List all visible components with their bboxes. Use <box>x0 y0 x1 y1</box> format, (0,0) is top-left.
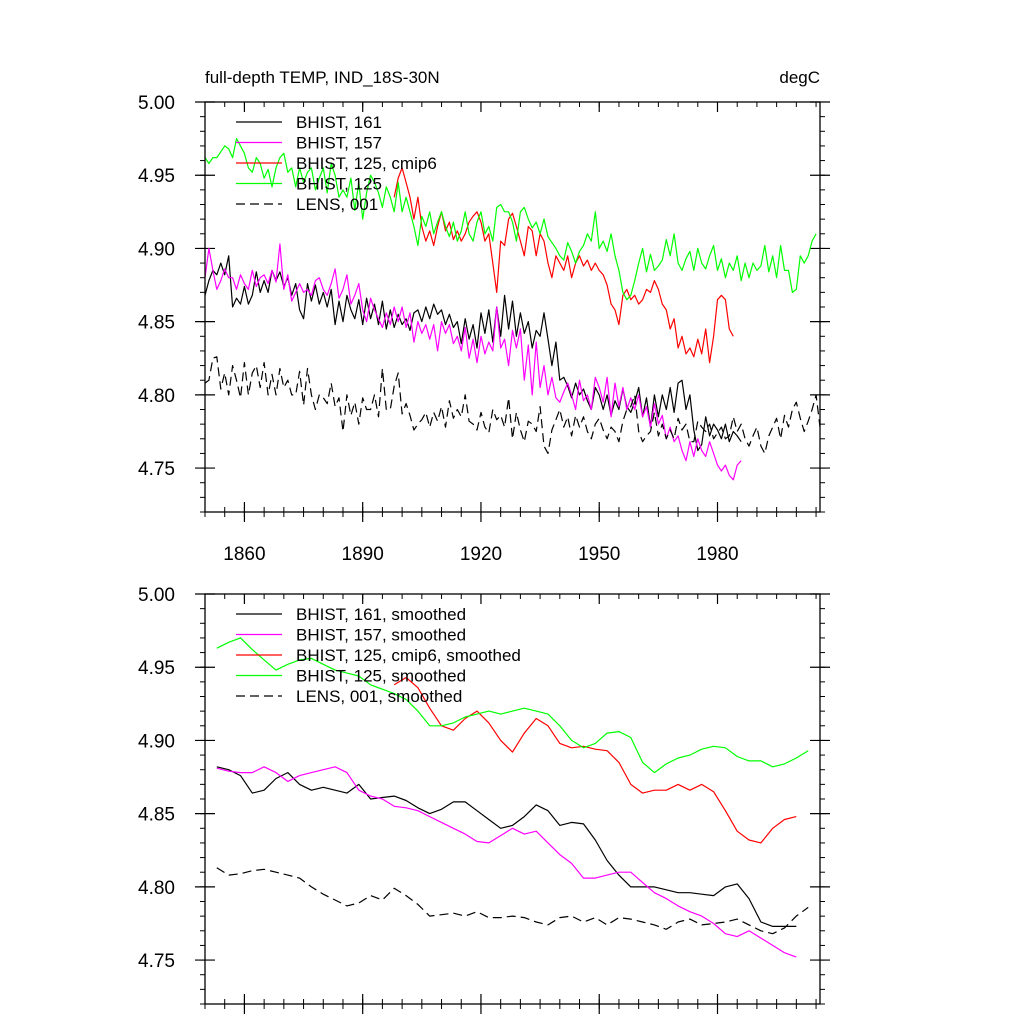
legend-label: BHIST, 157, smoothed <box>296 626 466 645</box>
legend-label: BHIST, 161, smoothed <box>296 605 466 624</box>
y-tick-label: 5.00 <box>138 93 175 114</box>
top-panel-title: full-depth TEMP, IND_18S-30N <box>205 68 440 87</box>
legend-label: BHIST, 125 <box>296 175 382 194</box>
series-line <box>205 243 742 481</box>
y-tick-label: 5.00 <box>138 585 175 606</box>
y-tick-label: 4.80 <box>138 386 175 407</box>
y-tick-label: 4.95 <box>138 658 175 679</box>
series-line <box>216 867 809 935</box>
y-tick-label: 4.90 <box>138 239 175 260</box>
x-tick-label: 1920 <box>460 544 502 565</box>
y-tick-label: 4.75 <box>138 951 175 972</box>
x-tick-label: 1980 <box>696 544 738 565</box>
legend-label: BHIST, 125, cmip6, smoothed <box>296 646 521 665</box>
legend-label: BHIST, 125, cmip6 <box>296 154 437 173</box>
series-line <box>216 637 809 774</box>
legend-label: LENS, 001 <box>296 195 378 214</box>
y-tick-label: 4.85 <box>138 805 175 826</box>
series-line <box>216 766 797 958</box>
plot-frame <box>204 101 821 513</box>
legend-label: BHIST, 125, smoothed <box>296 667 466 686</box>
y-tick-label: 4.85 <box>138 313 175 334</box>
y-tick-label: 4.75 <box>138 459 175 480</box>
x-tick-label: 1860 <box>223 544 265 565</box>
series-lines <box>205 138 820 481</box>
legend-label: LENS, 001, smoothed <box>296 687 462 706</box>
series-line <box>205 138 817 301</box>
legend-label: BHIST, 161 <box>296 113 382 132</box>
legend: BHIST, 161, smoothed BHIST, 157, smoothed… <box>236 605 521 706</box>
x-tick-label: 1890 <box>342 544 384 565</box>
y-tick-label: 4.90 <box>138 731 175 752</box>
top-panel: full-depth TEMP, IND_18S-30N degC 1860 18… <box>138 68 830 565</box>
series-line <box>205 356 820 454</box>
bottom-panel: 4.75 4.80 4.85 4.90 4.95 5.00 BHIST, 161, smoo… <box>138 585 830 1014</box>
top-panel-units: degC <box>779 68 820 87</box>
plot-frame <box>204 593 821 1005</box>
legend-label: BHIST, 157 <box>296 134 382 153</box>
y-tick-label: 4.80 <box>138 878 175 899</box>
x-tick-label: 1950 <box>578 544 620 565</box>
series-lines <box>216 637 809 958</box>
y-tick-label: 4.95 <box>138 166 175 187</box>
series-line <box>216 766 797 928</box>
series-line <box>393 676 797 844</box>
minor-ticks <box>200 101 825 517</box>
series-line <box>393 167 734 364</box>
